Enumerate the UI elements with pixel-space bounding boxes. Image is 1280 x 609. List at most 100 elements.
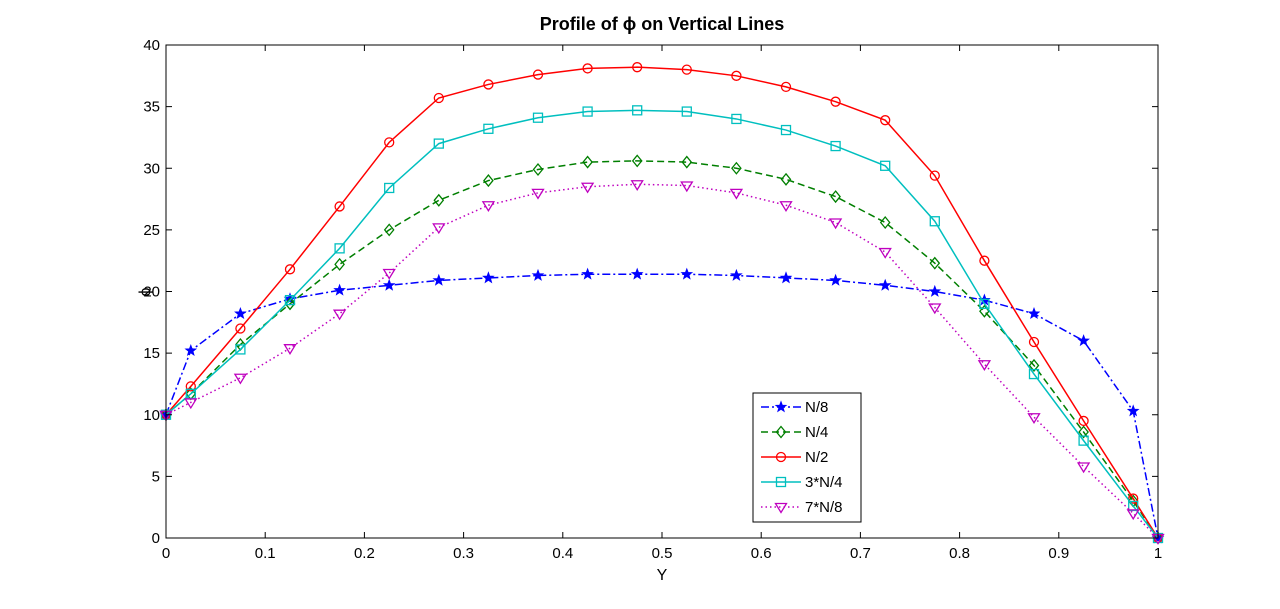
data-point bbox=[1028, 368, 1040, 380]
data-point bbox=[531, 188, 545, 200]
data-point bbox=[1027, 307, 1041, 320]
x-tick-label: 0 bbox=[162, 545, 170, 562]
legend-swatch-marker bbox=[775, 476, 787, 488]
data-point bbox=[1126, 509, 1140, 521]
series-layer bbox=[159, 62, 1165, 545]
series-line bbox=[165, 183, 1159, 539]
data-point bbox=[878, 247, 892, 259]
data-point bbox=[1077, 334, 1090, 347]
data-point bbox=[878, 278, 892, 291]
data-point bbox=[432, 273, 446, 286]
data-point bbox=[284, 297, 296, 311]
legend-label: N/4 bbox=[805, 424, 828, 441]
data-point bbox=[731, 161, 742, 175]
legend-label: N/8 bbox=[805, 399, 828, 416]
legend-label: 7*N/8 bbox=[805, 499, 843, 516]
data-point bbox=[731, 113, 742, 125]
legend-swatch-marker bbox=[775, 451, 787, 463]
data-point bbox=[780, 172, 792, 186]
data-point bbox=[979, 304, 990, 318]
data-point bbox=[532, 112, 544, 123]
data-point bbox=[334, 201, 345, 212]
data-point bbox=[780, 124, 792, 136]
data-point bbox=[928, 303, 942, 315]
data-point bbox=[731, 70, 742, 81]
data-point bbox=[284, 294, 296, 306]
data-point bbox=[830, 96, 841, 107]
y-tick-label: 40 bbox=[143, 37, 160, 54]
x-tick-label: 1 bbox=[1154, 545, 1162, 562]
data-point bbox=[284, 264, 296, 275]
data-point bbox=[483, 79, 494, 90]
data-point bbox=[1078, 435, 1089, 446]
data-point bbox=[928, 284, 942, 297]
data-point bbox=[929, 170, 940, 181]
data-point bbox=[332, 309, 347, 321]
data-point bbox=[433, 92, 444, 104]
tick-layer: 0 0.1 0.2 0.3 0.4 0.5 0.6 0.7 0.8 0.9 105101520253… bbox=[143, 37, 1162, 562]
y-tick-label: 15 bbox=[143, 345, 160, 362]
data-point bbox=[880, 160, 891, 171]
x-tick-label: 0.6 bbox=[751, 545, 772, 562]
data-point bbox=[779, 201, 793, 212]
data-point bbox=[979, 298, 990, 309]
data-point bbox=[235, 344, 246, 355]
data-point bbox=[483, 174, 494, 188]
legend-item: 7*N/8 bbox=[761, 499, 843, 516]
x-tick-label: 0.2 bbox=[354, 545, 375, 562]
y-axis-label: ϕ bbox=[137, 287, 154, 296]
data-point bbox=[384, 182, 395, 194]
legend-item: N/4 bbox=[761, 424, 828, 441]
data-point bbox=[1028, 358, 1040, 372]
data-point bbox=[1028, 336, 1040, 348]
x-tick-label: 0.5 bbox=[652, 545, 673, 562]
data-point bbox=[184, 344, 198, 357]
x-tick-label: 0.7 bbox=[850, 545, 871, 562]
data-point bbox=[632, 105, 643, 116]
data-point bbox=[680, 267, 694, 280]
x-axis-label: Y bbox=[657, 567, 668, 584]
data-point bbox=[483, 123, 494, 134]
x-tick-label: 0.8 bbox=[949, 545, 970, 562]
legend: N/8 N/4 N/2 3*N/4 7*N/8 bbox=[752, 392, 862, 523]
y-tick-label: 10 bbox=[143, 407, 160, 424]
data-point bbox=[233, 373, 248, 385]
data-point bbox=[1128, 493, 1139, 504]
series-line bbox=[165, 273, 1159, 539]
data-point bbox=[531, 268, 545, 281]
legend-label: N/2 bbox=[805, 449, 828, 466]
data-point bbox=[582, 63, 593, 74]
data-point bbox=[1126, 404, 1140, 417]
data-point bbox=[779, 271, 793, 284]
legend-item: 3*N/4 bbox=[761, 474, 843, 491]
data-point bbox=[879, 215, 891, 230]
data-point bbox=[929, 216, 940, 227]
data-point bbox=[433, 138, 444, 149]
data-point bbox=[532, 162, 544, 177]
data-point bbox=[382, 268, 396, 280]
data-point bbox=[630, 267, 644, 280]
data-point bbox=[582, 106, 593, 117]
series-1 bbox=[159, 267, 1165, 544]
data-point bbox=[828, 218, 843, 230]
data-point bbox=[334, 257, 345, 271]
x-tick-label: 0.4 bbox=[552, 545, 573, 562]
y-tick-label: 25 bbox=[143, 222, 160, 239]
series-3 bbox=[160, 62, 1164, 544]
x-tick-label: 0.1 bbox=[255, 545, 276, 562]
chart-title: Profile of ϕ on Vertical Lines bbox=[540, 14, 785, 34]
legend-item: N/8 bbox=[761, 399, 828, 416]
data-point bbox=[283, 344, 297, 355]
data-point bbox=[383, 223, 395, 237]
x-tick-label: 0.3 bbox=[453, 545, 474, 562]
data-point bbox=[581, 267, 594, 280]
data-point bbox=[185, 381, 196, 392]
data-point bbox=[1076, 462, 1091, 474]
data-point bbox=[334, 243, 345, 254]
data-point bbox=[481, 201, 496, 212]
data-point bbox=[432, 223, 446, 235]
data-point bbox=[630, 180, 644, 192]
data-point bbox=[780, 81, 792, 93]
